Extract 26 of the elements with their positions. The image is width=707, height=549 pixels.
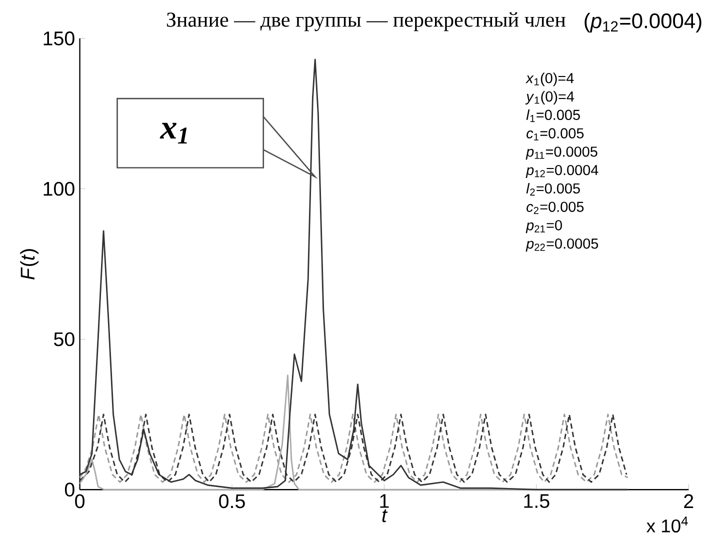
- x-tick-label: 0: [75, 494, 84, 508]
- y-tick-label: 0: [64, 482, 74, 497]
- x-tick-label: 0.5: [219, 494, 245, 508]
- annotation: p$_{22}$=0.0005: [526, 238, 598, 252]
- annotation: c$_{1}$=0.005: [526, 128, 584, 141]
- annotation: l$_{1}$=0.005: [526, 110, 580, 122]
- annotation: p$_{11}$=0.0005: [526, 146, 598, 160]
- x-tick-label: 1.5: [524, 494, 550, 508]
- chart-title: Знание — две группы — перекрестный член: [166, 12, 566, 32]
- chart-subtitle: (p$_{12}$=0.0004): [584, 13, 702, 33]
- x-tick-label: 1: [380, 494, 389, 508]
- y-tick-label: 50: [54, 332, 74, 346]
- y-tick-label: 100: [44, 182, 74, 196]
- annotation: c$_{2}$=0.005: [526, 202, 584, 214]
- annotation: x$_{1}$(0)=4: [526, 72, 574, 86]
- annotation: p$_{12}$=0.0004: [526, 165, 598, 178]
- text: x 10$^{4}$: [646, 516, 688, 533]
- annotation: x$_{1}$: [160, 123, 187, 144]
- x-axis-title: t: [382, 509, 388, 522]
- annotation: y$_{1}$(0)=4: [525, 91, 574, 105]
- line-series: [79, 58, 628, 490]
- y-axis-title: F(t): [20, 249, 39, 280]
- annotation: p$_{21}$=0: [526, 220, 562, 234]
- y-tick-label: 150: [44, 32, 74, 46]
- x-tick-label: 2: [684, 494, 694, 508]
- annotation: l$_{2}$=0.005: [526, 183, 580, 196]
